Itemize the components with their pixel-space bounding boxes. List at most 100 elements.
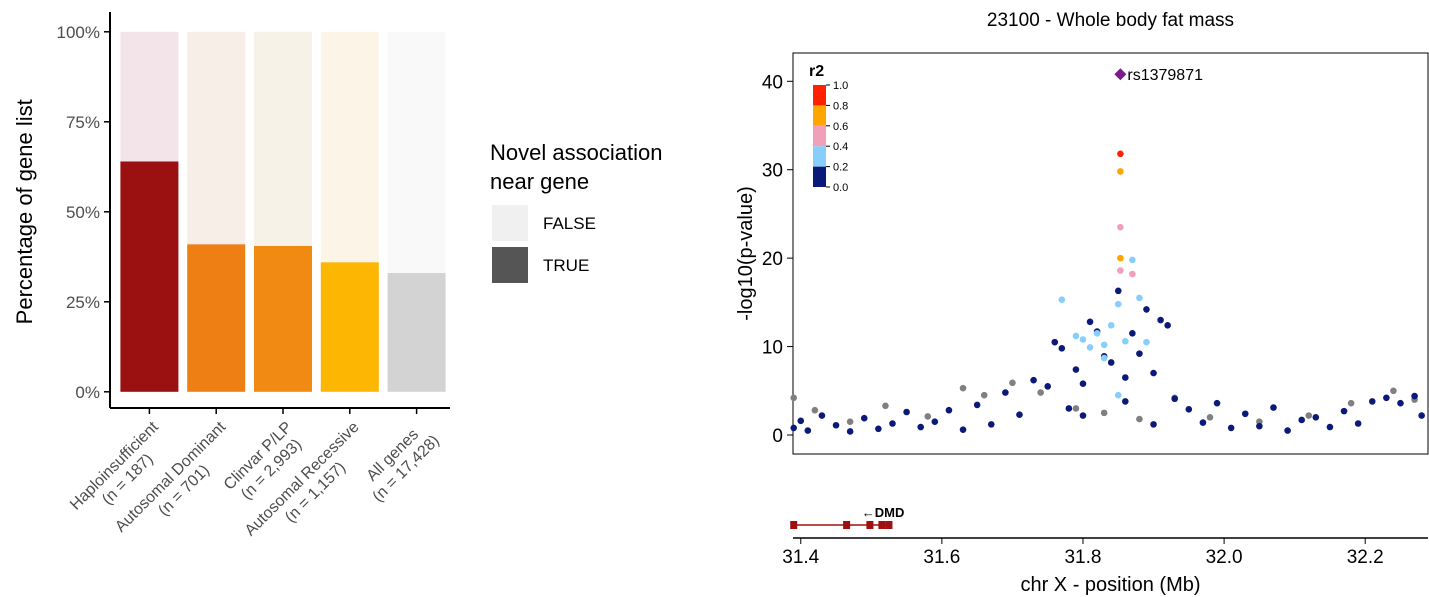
- snp-point: [987, 421, 995, 428]
- snp-point: [1122, 337, 1129, 345]
- snp-point: [1030, 376, 1037, 384]
- legend-swatch: [492, 247, 528, 283]
- snp-point: [1418, 412, 1425, 419]
- snp-point: [1206, 414, 1214, 421]
- snp-point: [1129, 330, 1136, 337]
- snp-point: [924, 413, 932, 420]
- y-tick-label: 0: [772, 426, 783, 447]
- y-tick-label: 50%: [66, 203, 100, 222]
- gene-exon: [866, 521, 874, 529]
- snp-point: [1143, 306, 1150, 313]
- snp-point: [1117, 267, 1124, 274]
- snp-point: [1185, 406, 1193, 413]
- snp-point: [846, 428, 854, 435]
- snp-point: [1136, 350, 1143, 357]
- bar-segment: [387, 31, 446, 273]
- snp-point: [1114, 287, 1122, 295]
- y-tick-label: 75%: [66, 113, 100, 132]
- snp-point: [790, 394, 798, 402]
- gene-exon: [790, 521, 798, 529]
- snp-point: [1227, 424, 1235, 432]
- snp-point: [959, 384, 967, 392]
- lead-snp-label: rs1379871: [1127, 67, 1203, 84]
- y-tick-label: 0%: [75, 383, 100, 402]
- bar-segment: [120, 161, 179, 392]
- colorbar-segment: [813, 105, 826, 126]
- snp-point: [931, 418, 939, 426]
- snp-point: [1213, 399, 1221, 407]
- snp-point: [1312, 414, 1320, 421]
- snp-point: [1136, 415, 1143, 423]
- snp-point: [1072, 332, 1080, 340]
- y-axis-label: Percentage of gene list: [12, 99, 37, 324]
- legend-label: TRUE: [543, 256, 589, 275]
- snp-point: [973, 401, 981, 409]
- snp-point: [1347, 399, 1355, 407]
- snp-point: [1079, 336, 1087, 343]
- snp-point: [1037, 389, 1044, 396]
- snp-point: [959, 426, 967, 433]
- snp-point: [1100, 341, 1108, 349]
- snp-point: [1065, 405, 1073, 412]
- snp-point: [1241, 410, 1249, 418]
- bar-segment: [187, 31, 246, 245]
- y-axis-label: -log10(p-value): [735, 186, 757, 321]
- legend-title: Novel association near gene: [490, 140, 663, 194]
- snp-point: [1086, 344, 1094, 351]
- snp-point: [980, 391, 988, 399]
- colorbar-tick-label: 0.4: [833, 141, 848, 153]
- x-tick-label: 32.0: [1206, 547, 1243, 568]
- snp-point: [889, 420, 896, 427]
- colorbar-tick-label: 1.0: [833, 80, 848, 92]
- y-tick-label: 10: [762, 338, 783, 359]
- snp-point: [1086, 318, 1094, 326]
- snp-point: [1164, 322, 1171, 329]
- snp-point: [917, 423, 925, 431]
- snp-point: [1298, 416, 1306, 424]
- colorbar-title: r2: [809, 63, 824, 80]
- bar-segment: [254, 31, 312, 246]
- snp-point: [1117, 223, 1124, 231]
- snp-point: [1157, 316, 1164, 324]
- colorbar-tick-label: 0.6: [833, 121, 848, 133]
- snp-point: [1093, 330, 1101, 337]
- snp-point: [1136, 294, 1143, 302]
- snp-point: [1117, 150, 1124, 158]
- snp-point: [945, 406, 953, 414]
- bar-segment: [320, 31, 379, 263]
- snp-point: [1199, 419, 1207, 426]
- bar-segment: [187, 244, 246, 392]
- snp-point: [875, 425, 882, 433]
- snp-point: [1122, 398, 1129, 405]
- colorbar-segment: [813, 166, 826, 187]
- snp-point: [1270, 404, 1277, 411]
- x-tick-label: 31.6: [923, 547, 960, 568]
- legend-swatch: [492, 205, 528, 241]
- snp-point: [1079, 412, 1087, 419]
- snp-point: [1002, 389, 1009, 396]
- y-tick-label: 25%: [66, 293, 100, 312]
- snp-point: [1044, 383, 1052, 390]
- snp-point: [1114, 391, 1122, 399]
- gene-exon: [885, 521, 893, 529]
- bar-segment: [387, 273, 446, 392]
- snp-point: [1129, 270, 1136, 278]
- snp-point: [1143, 338, 1150, 346]
- snp-point: [1326, 423, 1334, 431]
- snp-point: [860, 414, 868, 422]
- y-tick-label: 100%: [57, 23, 100, 42]
- gene-exon: [878, 521, 886, 529]
- lead-snp: [1114, 68, 1127, 81]
- colorbar-tick-label: 0.8: [833, 100, 848, 112]
- bar-segment: [254, 246, 312, 392]
- snp-point: [1114, 300, 1122, 308]
- snp-point: [1117, 254, 1124, 262]
- snp-point: [1383, 394, 1390, 402]
- snp-point: [1397, 399, 1404, 407]
- snp-point: [1072, 405, 1080, 412]
- plot-frame: [792, 52, 1429, 455]
- x-axis-label: chr X - position (Mb): [1020, 574, 1200, 596]
- chart-title: 23100 - Whole body fat mass: [987, 10, 1234, 31]
- snp-point: [903, 408, 910, 416]
